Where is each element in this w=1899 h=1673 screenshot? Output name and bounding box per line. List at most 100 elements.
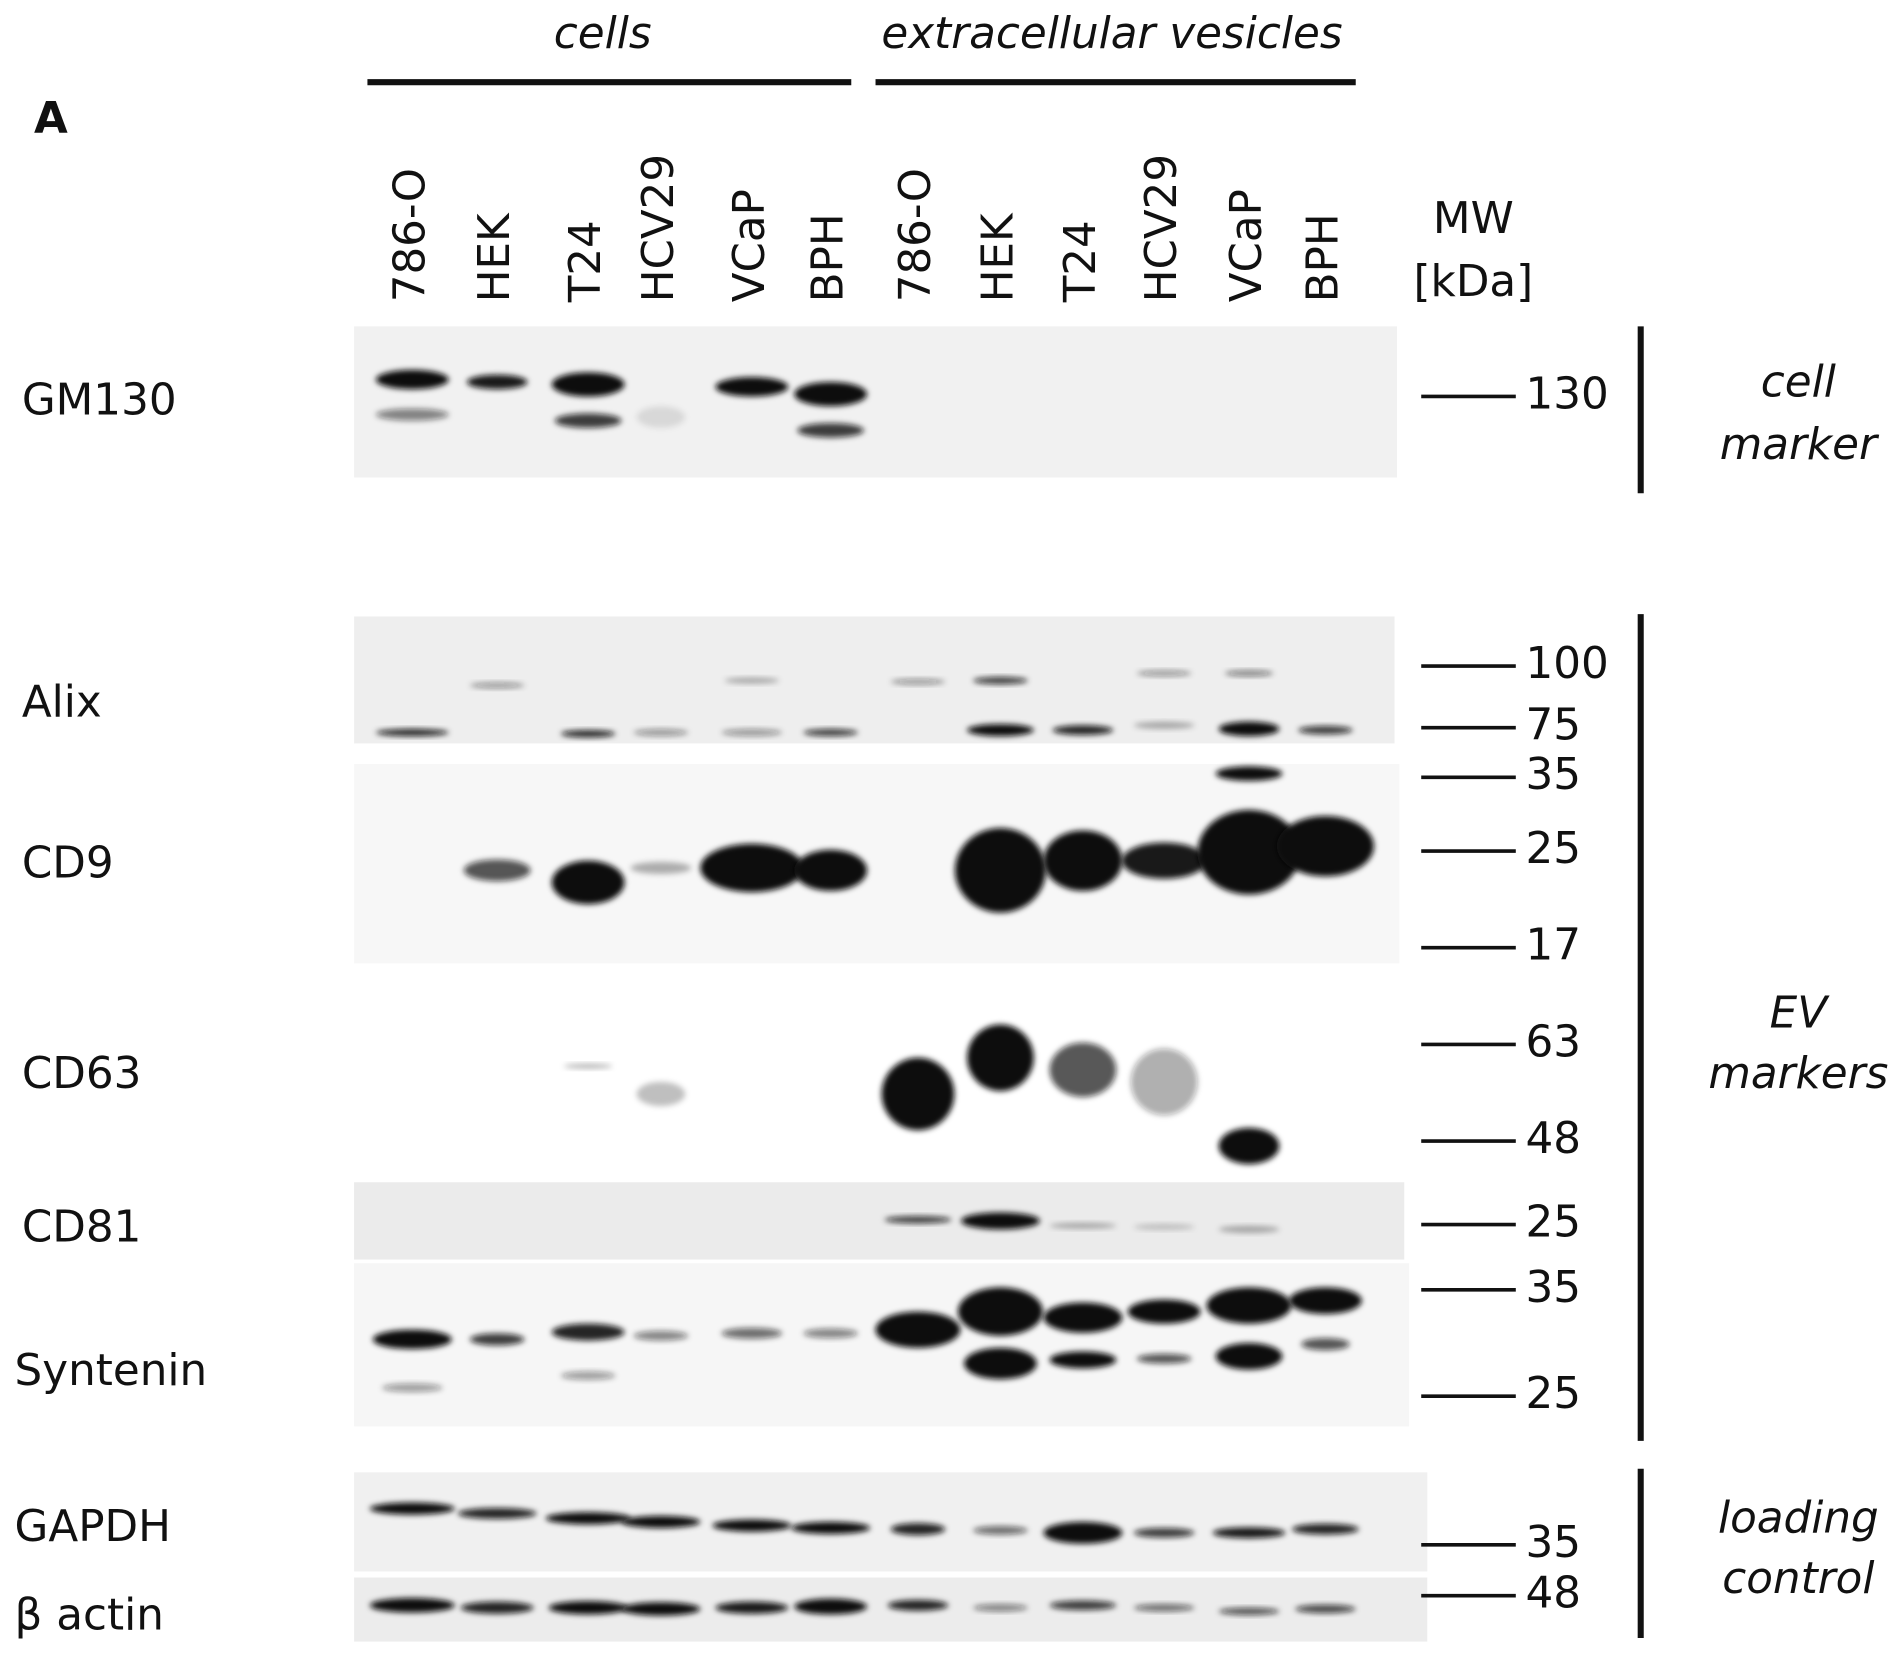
lane-label: BPH bbox=[804, 213, 854, 302]
lane-label: HCV29 bbox=[1137, 154, 1187, 302]
band bbox=[721, 1327, 783, 1339]
blot-membrane bbox=[354, 973, 1400, 1167]
band bbox=[1049, 1351, 1117, 1369]
blot-label: CD81 bbox=[22, 1202, 142, 1252]
band bbox=[967, 1024, 1034, 1091]
blot-label: GAPDH bbox=[15, 1502, 171, 1552]
band bbox=[724, 677, 780, 684]
band bbox=[1218, 1225, 1280, 1233]
blot-membrane bbox=[354, 1472, 1428, 1572]
band bbox=[554, 413, 622, 428]
mw-label: 35 bbox=[1526, 750, 1582, 800]
blot-membrane bbox=[354, 616, 1395, 744]
mw-label: 35 bbox=[1526, 1518, 1582, 1568]
band bbox=[712, 1519, 792, 1532]
band bbox=[1127, 1299, 1201, 1324]
lane-label: T24 bbox=[1056, 220, 1106, 303]
band bbox=[973, 676, 1028, 685]
lane-label: HCV29 bbox=[634, 154, 684, 302]
blot-label: Syntenin bbox=[15, 1346, 208, 1396]
band bbox=[1218, 721, 1280, 737]
band bbox=[881, 1057, 955, 1131]
band bbox=[1049, 1600, 1117, 1611]
mw-label: 100 bbox=[1526, 639, 1609, 689]
blot-label: CD63 bbox=[22, 1049, 142, 1099]
mw-label: 17 bbox=[1526, 921, 1582, 971]
band bbox=[1206, 1287, 1292, 1324]
mw-label: 75 bbox=[1526, 701, 1582, 751]
mw-header: [kDa] bbox=[1414, 257, 1534, 307]
band bbox=[560, 1371, 616, 1380]
band bbox=[803, 1328, 858, 1339]
band bbox=[957, 1287, 1043, 1336]
side-label: cell bbox=[1761, 357, 1836, 407]
mw-label: 35 bbox=[1526, 1263, 1582, 1313]
band bbox=[794, 1598, 868, 1615]
band bbox=[369, 1502, 455, 1515]
band bbox=[1133, 1527, 1195, 1538]
band bbox=[973, 1604, 1028, 1612]
lane-label: T24 bbox=[561, 220, 611, 303]
band bbox=[1130, 1048, 1198, 1116]
band bbox=[1043, 1302, 1123, 1333]
panel-label: A bbox=[34, 94, 68, 144]
side-label: markers bbox=[1708, 1049, 1888, 1099]
group-label: extracellular vesicles bbox=[881, 9, 1342, 59]
band bbox=[369, 1598, 455, 1613]
band bbox=[890, 1523, 946, 1536]
lane-label: VCaP bbox=[1222, 189, 1272, 302]
band bbox=[560, 730, 616, 738]
mw-label: 130 bbox=[1526, 370, 1609, 420]
mw-label: 48 bbox=[1526, 1569, 1582, 1619]
mw-label: 63 bbox=[1526, 1017, 1582, 1067]
band bbox=[372, 1329, 452, 1350]
band bbox=[875, 1311, 961, 1348]
band bbox=[1301, 1338, 1350, 1351]
band bbox=[636, 406, 686, 428]
mw-label: 25 bbox=[1526, 1198, 1582, 1248]
band bbox=[630, 861, 692, 874]
band bbox=[1215, 766, 1283, 781]
band bbox=[469, 682, 525, 689]
band bbox=[636, 1081, 686, 1107]
band bbox=[967, 724, 1034, 737]
band bbox=[700, 843, 804, 893]
blot-membrane bbox=[354, 326, 1397, 478]
band bbox=[1224, 670, 1274, 677]
band bbox=[1215, 1342, 1283, 1370]
band bbox=[551, 1323, 625, 1341]
band bbox=[715, 377, 789, 397]
mw-label: 25 bbox=[1526, 824, 1582, 874]
band bbox=[1133, 1604, 1195, 1612]
band bbox=[794, 381, 868, 407]
side-label: loading bbox=[1718, 1494, 1879, 1544]
band bbox=[954, 828, 1046, 913]
band bbox=[961, 1212, 1040, 1230]
blot-label: CD9 bbox=[22, 839, 114, 889]
group-label: cells bbox=[554, 9, 652, 59]
band bbox=[1136, 670, 1192, 677]
band bbox=[890, 678, 946, 685]
mw-header: MW bbox=[1433, 194, 1514, 244]
mw-label: 48 bbox=[1526, 1114, 1582, 1164]
band bbox=[466, 374, 528, 390]
band bbox=[1133, 1223, 1195, 1230]
band bbox=[551, 860, 625, 905]
band bbox=[1218, 1127, 1280, 1165]
band bbox=[884, 1216, 952, 1224]
band bbox=[887, 1599, 949, 1611]
band bbox=[1298, 725, 1353, 735]
band bbox=[375, 369, 449, 390]
band bbox=[1295, 1604, 1356, 1614]
band bbox=[964, 1347, 1037, 1380]
band bbox=[1276, 815, 1374, 877]
band bbox=[1052, 725, 1114, 735]
band bbox=[469, 1333, 525, 1346]
band bbox=[1049, 1042, 1117, 1097]
band bbox=[375, 408, 449, 421]
lane-label: BPH bbox=[1298, 213, 1348, 302]
band bbox=[457, 1507, 537, 1519]
side-label: marker bbox=[1720, 420, 1880, 470]
lane-label: 786-O bbox=[385, 168, 435, 302]
